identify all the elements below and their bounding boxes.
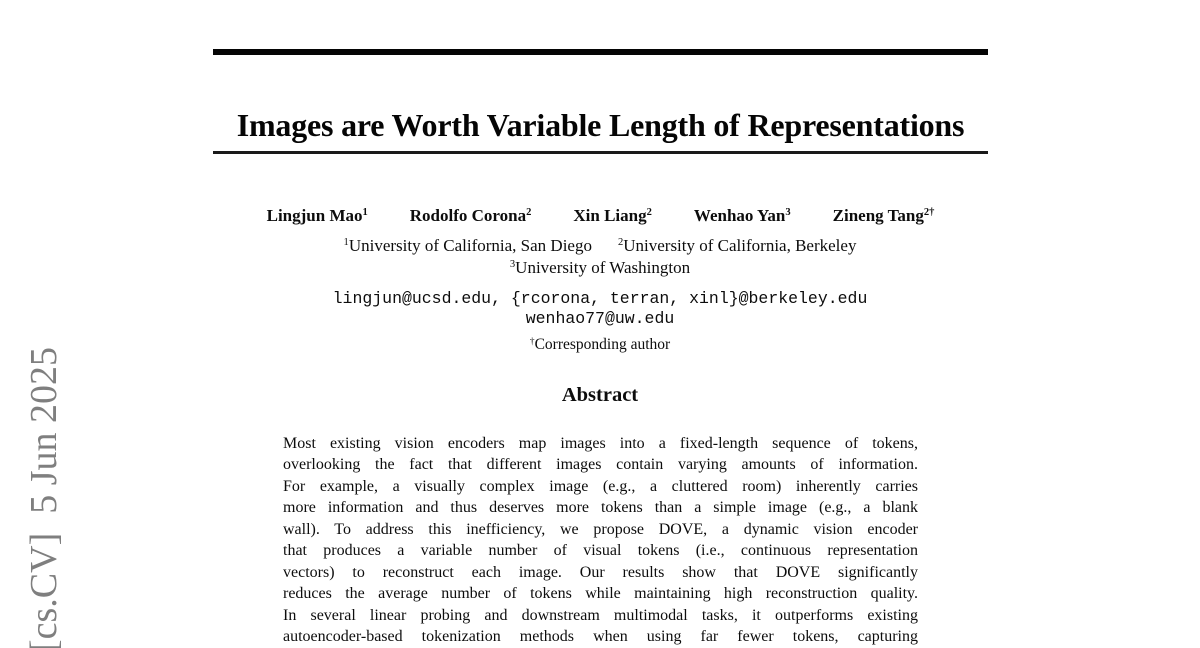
- affiliation-name: University of Washington: [515, 258, 691, 277]
- author-3: Xin Liang2: [573, 206, 652, 226]
- affiliation-3: 3University of Washington: [510, 258, 690, 277]
- author-name: Wenhao Yan: [693, 206, 786, 225]
- affiliations-line-2: 3University of Washington: [0, 258, 1200, 278]
- corresponding-author-text: Corresponding author: [534, 336, 671, 353]
- abstract-line: autoencoder-based tokenization methods w…: [283, 627, 918, 645]
- affiliation-1: 1University of California, San Diego: [344, 236, 592, 256]
- dagger-mark: †: [529, 335, 535, 347]
- abstract-line: overlooking the fact that different imag…: [283, 456, 918, 474]
- affiliation-name: University of California, Berkeley: [623, 236, 857, 255]
- author-name: Xin Liang: [573, 206, 647, 225]
- author-name: Rodolfo Corona: [409, 206, 527, 225]
- abstract-line: wall). To address this inefficiency, we …: [283, 520, 918, 538]
- corresponding-author-note: †Corresponding author: [0, 336, 1200, 354]
- author-name: Lingjun Mao: [266, 206, 363, 225]
- abstract-line: more information and thus deserves more …: [283, 499, 918, 517]
- emails-line-1: lingjun@ucsd.edu, {rcorona, terran, xinl…: [332, 289, 868, 308]
- abstract-line: reduces the average number of tokens whi…: [283, 585, 918, 603]
- abstract-line: that produces a variable number of visua…: [283, 542, 918, 560]
- affiliation-mark: 1: [343, 237, 349, 249]
- author-affil-mark: 3: [785, 207, 791, 219]
- authors-row: Lingjun Mao1 Rodolfo Corona2 Xin Liang2 …: [213, 206, 988, 226]
- author-affil-mark: 2†: [923, 207, 935, 219]
- author-affil-mark: 2: [646, 207, 652, 219]
- affiliation-2: 2University of California, Berkeley: [618, 236, 856, 256]
- affiliation-mark: 3: [509, 259, 516, 271]
- abstract-line: In several linear probing and downstream…: [283, 606, 918, 624]
- abstract-line: Most existing vision encoders map images…: [283, 435, 918, 452]
- title-rule-bottom: [213, 151, 988, 154]
- abstract-heading: Abstract: [561, 384, 639, 406]
- affiliation-name: University of California, San Diego: [348, 236, 592, 255]
- abstract-line: For example, a visually complex image (e…: [283, 477, 918, 495]
- affiliations-line-1: 1University of California, San Diego 2Un…: [0, 236, 1200, 256]
- affiliation-mark: 2: [617, 237, 624, 249]
- author-affil-mark: 1: [362, 207, 368, 219]
- paper-title: Images are Worth Variable Length of Repr…: [236, 107, 965, 144]
- title-rule-top: [213, 49, 988, 55]
- author-2: Rodolfo Corona2: [410, 206, 532, 226]
- author-name: Zineng Tang: [832, 206, 924, 225]
- author-5: Zineng Tang2†: [833, 206, 935, 226]
- emails-line-2: wenhao77@uw.edu: [525, 309, 675, 328]
- abstract-line: vectors) to reconstruct each image. Our …: [283, 563, 918, 581]
- author-affil-mark: 2: [526, 207, 532, 219]
- author-1: Lingjun Mao1: [267, 206, 368, 226]
- abstract-body: Most existing vision encoders map images…: [283, 433, 918, 647]
- author-4: Wenhao Yan3: [694, 206, 791, 226]
